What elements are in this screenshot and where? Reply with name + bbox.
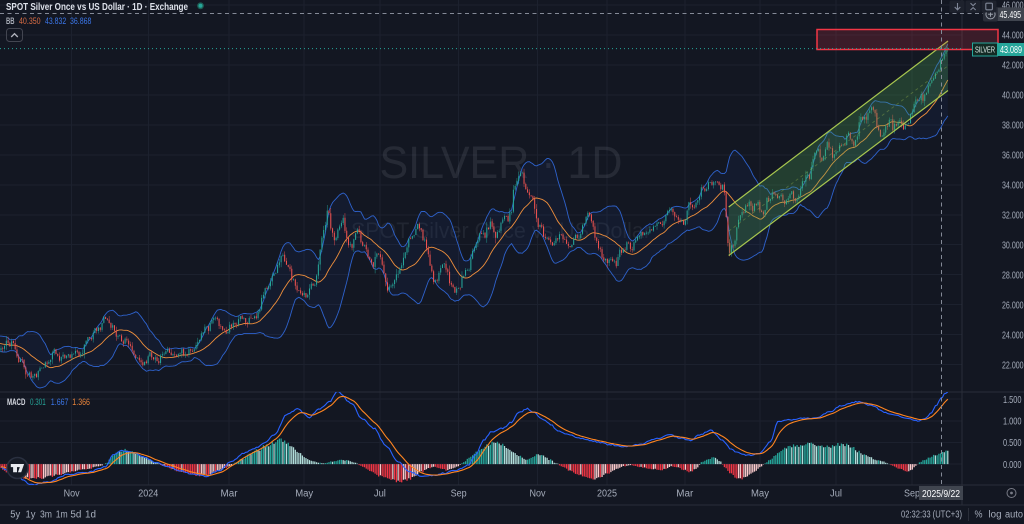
svg-text:24.000: 24.000 (1002, 329, 1024, 341)
svg-text:46.000: 46.000 (1002, 0, 1024, 12)
svg-text:May: May (751, 489, 769, 500)
svg-text:40.000: 40.000 (1002, 90, 1024, 102)
svg-text:%: % (975, 510, 983, 521)
svg-text:0.000: 0.000 (1003, 459, 1022, 471)
svg-text:42.000: 42.000 (1002, 60, 1024, 72)
svg-text:28.000: 28.000 (1002, 269, 1024, 281)
svg-text:2025/9/22: 2025/9/22 (922, 489, 960, 500)
svg-text:1.000: 1.000 (1003, 416, 1022, 428)
svg-text:BB: BB (6, 16, 15, 26)
svg-text:22.000: 22.000 (1002, 359, 1024, 371)
svg-text:MACD: MACD (7, 397, 25, 408)
svg-text:1.667: 1.667 (51, 397, 69, 408)
svg-text:2024: 2024 (138, 489, 158, 500)
svg-text:Jul: Jul (374, 489, 386, 500)
svg-text:1.366: 1.366 (72, 397, 90, 408)
svg-text:auto: auto (1005, 510, 1023, 521)
svg-text:5y: 5y (10, 510, 20, 521)
svg-text:Jul: Jul (830, 489, 842, 500)
svg-text:36.868: 36.868 (70, 16, 91, 27)
svg-text:36.000: 36.000 (1002, 150, 1024, 162)
svg-text:log: log (989, 510, 1002, 521)
svg-text:2025: 2025 (597, 489, 617, 500)
svg-text:0.301: 0.301 (30, 397, 46, 408)
svg-text:Sep: Sep (904, 489, 920, 500)
svg-text:SILVER · 1D: SILVER · 1D (380, 137, 623, 188)
svg-text:Mar: Mar (676, 489, 694, 500)
svg-text:May: May (295, 489, 313, 500)
svg-text:45.495: 45.495 (1000, 9, 1022, 21)
svg-text:44.000: 44.000 (1002, 30, 1024, 42)
svg-text:40.350: 40.350 (19, 16, 41, 27)
svg-text:Mar: Mar (221, 489, 239, 500)
svg-text:SILVER: SILVER (975, 45, 995, 55)
svg-text:3m: 3m (40, 510, 52, 521)
svg-text:1y: 1y (26, 510, 36, 521)
svg-text:34.000: 34.000 (1002, 180, 1024, 192)
svg-text:Sep: Sep (451, 489, 467, 500)
svg-text:02:32:33 (UTC+3): 02:32:33 (UTC+3) (901, 510, 962, 521)
svg-text:1m: 1m (56, 510, 68, 521)
svg-text:1d: 1d (85, 510, 96, 521)
svg-text:38.000: 38.000 (1002, 120, 1024, 132)
svg-text:Nov: Nov (530, 489, 546, 500)
svg-text:SPOT Silver Once vs US Dollar: SPOT Silver Once vs US Dollar · 1D · Exc… (6, 1, 188, 13)
svg-text:32.000: 32.000 (1002, 209, 1024, 221)
svg-text:43.089: 43.089 (1000, 45, 1022, 56)
svg-text:5d: 5d (70, 510, 81, 521)
svg-text:0.500: 0.500 (1003, 437, 1022, 449)
svg-text:43.832: 43.832 (45, 16, 66, 27)
svg-text:26.000: 26.000 (1002, 299, 1024, 311)
svg-text:Nov: Nov (64, 489, 80, 500)
svg-text:30.000: 30.000 (1002, 239, 1024, 251)
svg-text:1.500: 1.500 (1003, 394, 1022, 406)
